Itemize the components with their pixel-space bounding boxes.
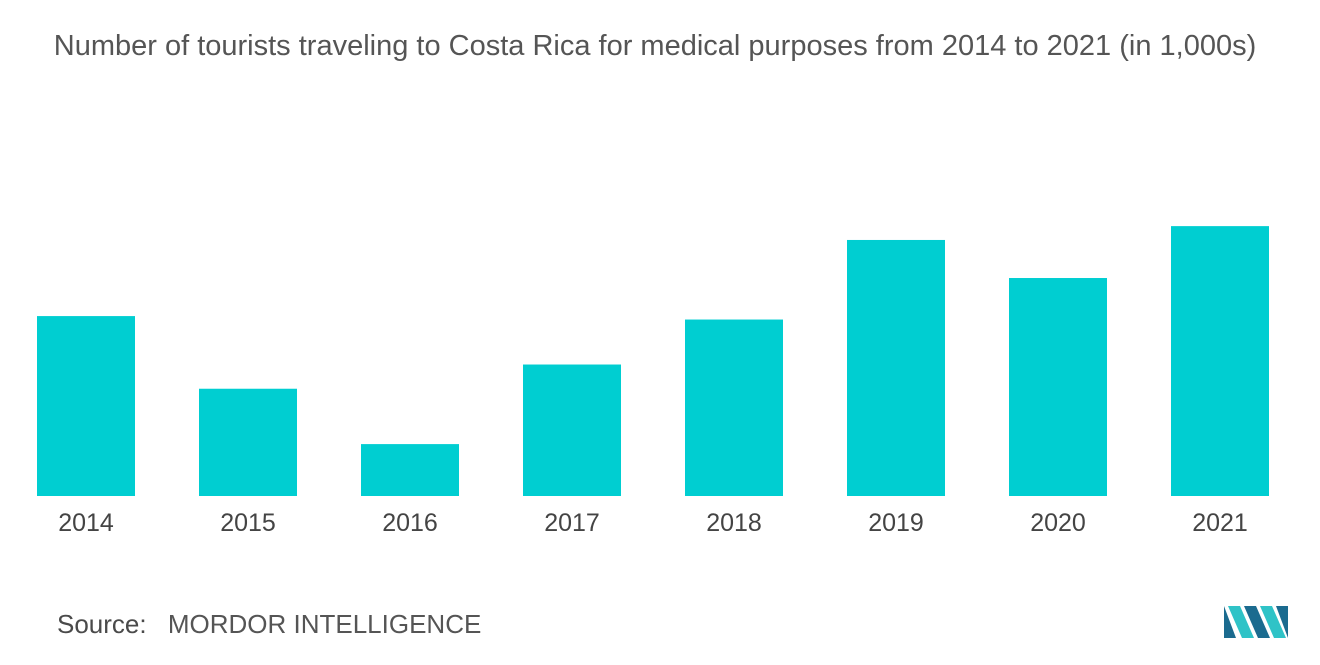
bar-2016	[361, 444, 459, 496]
x-tick-label: 2017	[544, 509, 600, 537]
source-line: Source: MORDOR INTELLIGENCE	[57, 609, 481, 640]
bar-2019	[847, 239, 945, 496]
bar-2021	[1171, 226, 1269, 496]
x-tick-labels-group: 2014 2015 2016 2017 2018 2019 2020 2021	[58, 509, 1248, 537]
x-tick-label: 2016	[382, 509, 438, 537]
bar-chart: 2014 2015 2016 2017 2018 2019 2020 2021	[37, 226, 1269, 537]
source-value: MORDOR INTELLIGENCE	[167, 609, 482, 639]
bar-2015	[199, 388, 297, 496]
mordor-intelligence-logo-icon	[1224, 606, 1288, 638]
x-tick-label: 2018	[706, 509, 762, 537]
bar-2020	[1009, 278, 1107, 496]
source-label: Source:	[57, 609, 147, 639]
x-tick-label: 2019	[868, 509, 924, 537]
x-tick-label: 2014	[58, 509, 114, 537]
x-tick-label: 2021	[1192, 509, 1248, 537]
x-tick-label: 2020	[1030, 509, 1086, 537]
bar-2017	[523, 364, 621, 496]
x-tick-label: 2015	[220, 509, 276, 537]
bar-2014	[37, 316, 135, 496]
chart-title: Number of tourists traveling to Costa Ri…	[53, 30, 1257, 62]
bars-group	[37, 226, 1269, 496]
bar-2018	[685, 319, 783, 496]
